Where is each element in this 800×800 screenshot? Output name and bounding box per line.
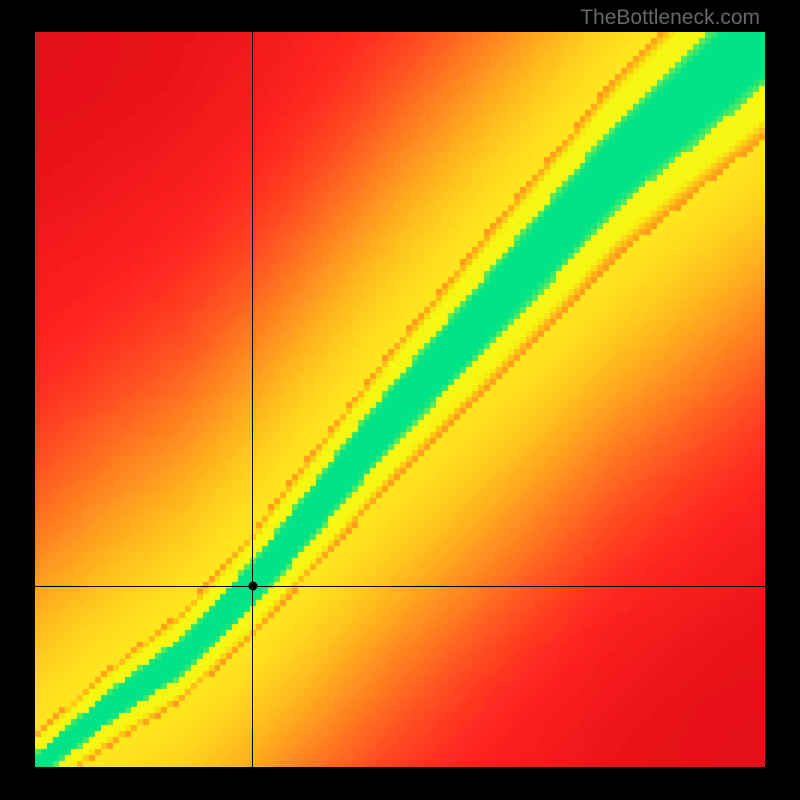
crosshair-vertical bbox=[252, 32, 253, 767]
crosshair-horizontal bbox=[35, 586, 765, 587]
plot-area bbox=[35, 32, 765, 767]
bottleneck-heatmap bbox=[35, 32, 765, 767]
watermark: TheBottleneck.com bbox=[580, 6, 760, 30]
crosshair-marker bbox=[248, 582, 257, 591]
